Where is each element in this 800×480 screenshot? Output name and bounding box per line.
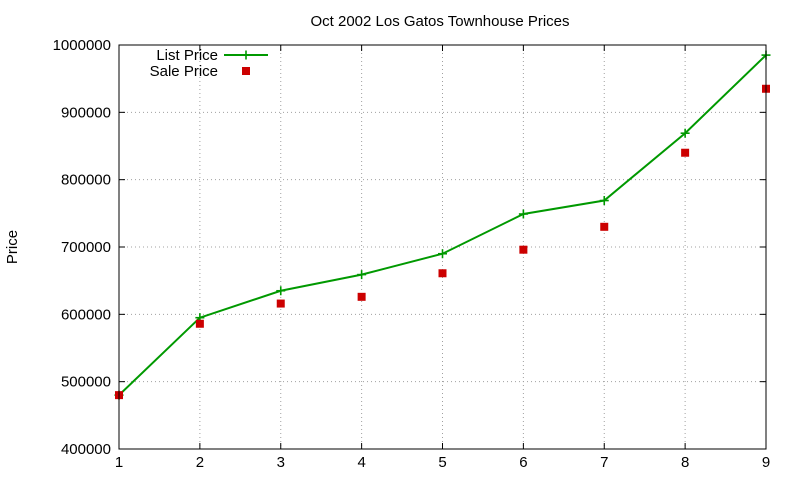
sale-price-point bbox=[519, 245, 528, 254]
sale-price-point bbox=[195, 319, 204, 328]
x-tick-label: 1 bbox=[115, 454, 123, 471]
gridlines bbox=[119, 45, 766, 449]
series-list-price bbox=[114, 50, 771, 400]
list-price-point bbox=[599, 196, 609, 206]
y-tick-label: 1000000 bbox=[53, 37, 111, 54]
list-price-point bbox=[680, 128, 690, 138]
y-tick-label: 600000 bbox=[61, 306, 111, 323]
sale-price-point bbox=[276, 299, 285, 308]
x-tick-label: 3 bbox=[277, 454, 285, 471]
plot-frame bbox=[118, 44, 767, 450]
x-tick-label: 9 bbox=[762, 454, 770, 471]
legend-plus-marker bbox=[241, 50, 251, 60]
list-price-point bbox=[276, 286, 286, 296]
sale-price-point bbox=[681, 148, 690, 157]
x-tick-label: 2 bbox=[196, 454, 204, 471]
y-tick-label: 500000 bbox=[61, 374, 111, 391]
tick-labels: 400000 500000 600000 700000 800000 900000 1000… bbox=[53, 37, 771, 471]
y-tick-label: 800000 bbox=[61, 172, 111, 189]
list-price-point bbox=[518, 209, 528, 219]
x-tick-label: 6 bbox=[519, 454, 527, 471]
list-price-point bbox=[357, 270, 367, 280]
y-axis-label: Price bbox=[4, 230, 21, 264]
x-tick-label: 4 bbox=[357, 454, 365, 471]
x-tick-label: 5 bbox=[438, 454, 446, 471]
legend-label: List Price bbox=[156, 47, 218, 64]
y-tick-label: 700000 bbox=[61, 239, 111, 256]
legend-label: Sale Price bbox=[150, 63, 218, 80]
sale-price-point bbox=[357, 292, 366, 301]
sale-price-point bbox=[600, 222, 609, 231]
list-price-point bbox=[438, 249, 447, 259]
y-tick-label: 400000 bbox=[61, 441, 111, 458]
x-tick-label: 8 bbox=[681, 454, 689, 471]
chart-title: Oct 2002 Los Gatos Townhouse Prices bbox=[310, 13, 569, 30]
sale-price-point bbox=[438, 269, 447, 278]
legend-square-marker bbox=[242, 67, 250, 75]
y-tick-label: 900000 bbox=[61, 104, 111, 121]
x-tick-label: 7 bbox=[600, 454, 608, 471]
